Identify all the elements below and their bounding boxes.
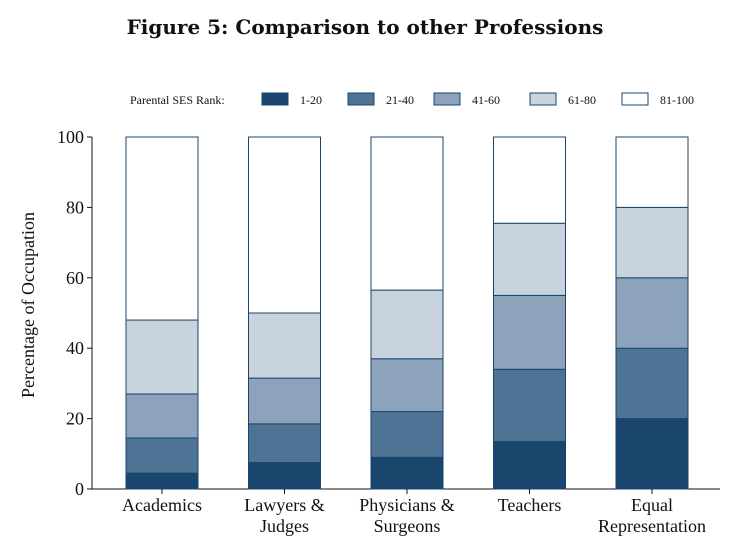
legend-title: Parental SES Rank: — [130, 93, 225, 107]
y-tick-label: 20 — [66, 409, 84, 429]
bar-segment-81-100 — [370, 136, 444, 291]
x-tick-label: Academics — [122, 495, 202, 515]
bar-segment-41-60 — [248, 377, 321, 425]
bar-segment-61-80 — [493, 222, 566, 296]
x-tick-label: Teachers — [498, 495, 562, 515]
x-tick-label: Physicians & Surgeons — [359, 495, 455, 536]
legend: Parental SES Rank: 1-20 21-40 41-60 61-80 81… — [130, 92, 694, 107]
bar-segment-21-40 — [125, 437, 199, 474]
bar-segment-21-40 — [615, 347, 689, 420]
bar-segment-1-20 — [615, 418, 689, 490]
bar-segment-41-60 — [370, 358, 444, 413]
y-tick-label: 100 — [57, 127, 84, 147]
x-tick-label: Equal Representation — [598, 495, 706, 536]
bar-segment-81-100 — [493, 136, 566, 224]
legend-swatch-21-40 — [347, 92, 375, 106]
bar-segment-41-60 — [125, 393, 199, 439]
legend-label-41-60: 41-60 — [472, 93, 500, 107]
bar-segment-81-100 — [248, 136, 321, 314]
legend-swatch-1-20 — [261, 92, 289, 106]
bar-segment-1-20 — [125, 472, 199, 490]
chart-title: Figure 5: Comparison to other Profession… — [127, 15, 604, 39]
legend-label-61-80: 61-80 — [568, 93, 596, 107]
bar-segment-41-60 — [493, 294, 566, 370]
bar-segment-21-40 — [493, 368, 566, 442]
y-tick-label: 80 — [66, 197, 84, 217]
y-tick-label: 0 — [75, 479, 84, 499]
legend-swatch-81-100 — [621, 92, 649, 106]
legend-label-21-40: 21-40 — [386, 93, 414, 107]
bar-segment-1-20 — [493, 440, 566, 490]
bar-segment-81-100 — [125, 136, 199, 321]
bar-segment-1-20 — [248, 462, 321, 490]
legend-swatch-41-60 — [433, 92, 461, 106]
legend-label-1-20: 1-20 — [300, 93, 322, 107]
bar-segment-61-80 — [248, 312, 321, 379]
y-tick-label: 60 — [66, 268, 84, 288]
bar-segment-21-40 — [248, 423, 321, 464]
bar-segment-61-80 — [125, 319, 199, 395]
legend-swatch-61-80 — [529, 92, 557, 106]
y-axis-label: Percentage of Occupation — [18, 212, 38, 398]
y-tick-label: 40 — [66, 338, 84, 358]
bar-segment-41-60 — [615, 277, 689, 349]
x-tick-label: Lawyers & Judges — [244, 495, 324, 536]
bar-segment-21-40 — [370, 411, 444, 458]
bar-segment-61-80 — [370, 289, 444, 360]
bar-segment-1-20 — [370, 456, 444, 490]
bar-segment-81-100 — [615, 136, 689, 208]
plot-area: 0 20 40 60 80 100 Academics Lawyers & Judges Phys… — [57, 127, 720, 536]
legend-label-81-100: 81-100 — [660, 93, 694, 107]
bar-segment-61-80 — [615, 206, 689, 279]
